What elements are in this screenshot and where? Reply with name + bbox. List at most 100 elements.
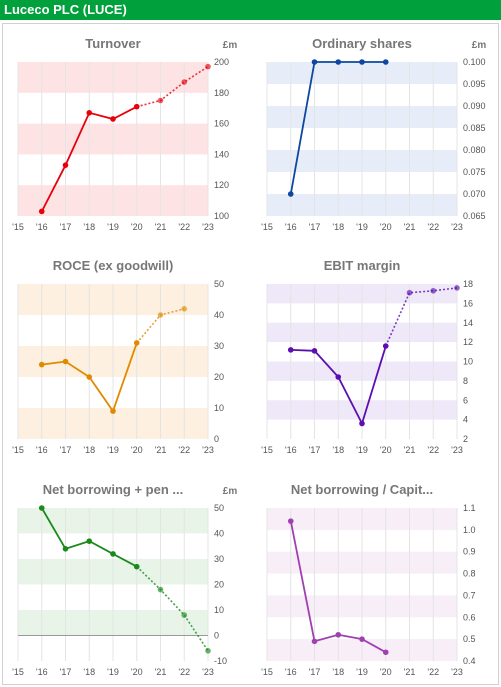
x-tick-label: '23 xyxy=(202,222,214,232)
x-tick-label: '19 xyxy=(356,222,368,232)
x-tick-label: '17 xyxy=(309,222,321,232)
x-tick-label: '17 xyxy=(309,667,321,677)
x-tick-label: '22 xyxy=(178,667,190,677)
chart-3: ROCE (ex goodwill) 0 10 20 30 40 50 '15 '16 '17 '1… xyxy=(12,258,224,455)
x-tick-label: '23 xyxy=(202,445,214,455)
x-tick-label: '16 xyxy=(36,222,48,232)
x-tick-label: '16 xyxy=(285,667,297,677)
y-tick-label: 30 xyxy=(214,341,224,351)
y-tick-label: 160 xyxy=(214,119,229,129)
y-tick-label: 0.070 xyxy=(463,189,486,199)
y-tick-label: 50 xyxy=(214,279,224,289)
x-tick-label: '18 xyxy=(332,445,344,455)
forecast-point xyxy=(430,287,437,294)
x-tick-label: '15 xyxy=(261,445,273,455)
y-tick-label: 10 xyxy=(214,605,224,615)
y-tick-label: 0.090 xyxy=(463,101,486,111)
forecast-point xyxy=(205,63,211,70)
data-point xyxy=(382,343,389,349)
page-title: Luceco PLC (LUCE) xyxy=(4,2,127,17)
y-tick-label: 0.080 xyxy=(463,145,486,155)
x-tick-label: '19 xyxy=(356,667,368,677)
y-tick-label: 30 xyxy=(214,554,224,564)
data-point xyxy=(133,103,140,110)
y-tick-label: 0.085 xyxy=(463,123,486,133)
y-tick-label: 100 xyxy=(214,211,229,221)
y-tick-label: 0.5 xyxy=(463,634,476,644)
data-point xyxy=(335,631,342,638)
x-tick-label: '16 xyxy=(285,222,297,232)
series-line-forecast xyxy=(385,287,458,347)
y-tick-label: 1.1 xyxy=(463,503,476,513)
x-tick-label: '15 xyxy=(261,222,273,232)
data-point xyxy=(86,110,93,116)
chart-4: EBIT margin 2 4 6 8 10 12 14 16 18 '15 '16 '17 '18 '19… xyxy=(261,258,473,455)
data-point xyxy=(287,191,294,197)
y-tick-label: 0.6 xyxy=(463,612,476,622)
y-tick-label: 1.0 xyxy=(463,525,476,535)
x-tick-label: '15 xyxy=(12,222,24,232)
x-tick-label: '19 xyxy=(107,667,119,677)
chart-title: Net borrowing + pen ... xyxy=(43,482,183,497)
x-tick-label: '18 xyxy=(83,445,95,455)
chart-title: EBIT margin xyxy=(324,258,401,273)
page-header: Luceco PLC (LUCE) xyxy=(0,0,501,20)
forecast-point xyxy=(406,289,413,296)
forecast-point xyxy=(157,97,164,104)
data-point xyxy=(382,649,389,656)
y-tick-label: 0.100 xyxy=(463,57,486,67)
data-point xyxy=(62,358,69,365)
data-point xyxy=(335,59,342,65)
y-tick-label: 0.7 xyxy=(463,590,476,600)
x-tick-label: '21 xyxy=(404,445,416,455)
x-tick-label: '20 xyxy=(131,667,143,677)
x-tick-label: '20 xyxy=(380,667,392,677)
data-point xyxy=(38,505,45,511)
x-tick-label: '21 xyxy=(155,667,167,677)
x-tick-label: '22 xyxy=(178,222,190,232)
y-tick-label: 0 xyxy=(214,434,219,444)
x-tick-label: '23 xyxy=(451,445,463,455)
x-tick-label: '16 xyxy=(36,445,48,455)
x-tick-label: '18 xyxy=(83,222,95,232)
y-tick-label: 20 xyxy=(214,580,224,590)
forecast-point xyxy=(157,586,164,593)
data-point xyxy=(62,162,69,168)
x-tick-label: '17 xyxy=(309,445,321,455)
y-tick-label: 0.075 xyxy=(463,167,486,177)
y-tick-label: 40 xyxy=(214,529,224,539)
x-tick-label: '21 xyxy=(404,667,416,677)
data-point xyxy=(38,361,45,368)
x-tick-label: '21 xyxy=(155,222,167,232)
x-tick-label: '20 xyxy=(380,445,392,455)
y-tick-label: -10 xyxy=(214,656,227,666)
data-point xyxy=(110,551,116,557)
data-point xyxy=(86,538,93,544)
data-point xyxy=(86,374,93,380)
chart-title: ROCE (ex goodwill) xyxy=(53,258,174,273)
x-tick-label: '22 xyxy=(427,667,439,677)
y-tick-label: 120 xyxy=(214,180,229,190)
y-tick-label: 10 xyxy=(463,357,473,367)
y-tick-label: 6 xyxy=(463,395,468,405)
data-point xyxy=(133,340,140,346)
unit-label: £m xyxy=(472,40,487,51)
forecast-point xyxy=(181,79,188,85)
chart-1: Turnover £m 100 120 140 160 180 200 '15 '16 '17 '18… xyxy=(12,36,237,232)
x-tick-label: '18 xyxy=(332,667,344,677)
chart-5: Net borrowing + pen ... £m -10 0 10 20 30 40 50 '… xyxy=(12,482,237,677)
data-point xyxy=(359,420,365,427)
x-tick-label: '20 xyxy=(131,222,143,232)
x-tick-label: '15 xyxy=(12,667,24,677)
chart-title: Turnover xyxy=(85,36,140,51)
x-tick-label: '23 xyxy=(451,222,463,232)
y-tick-label: 0.9 xyxy=(463,547,476,557)
chart-title: Net borrowing / Capit... xyxy=(291,482,433,497)
chart-6: Net borrowing / Capit... 0.4 0.5 0.6 0.7 0.8 0… xyxy=(261,482,475,677)
data-point xyxy=(382,59,389,65)
y-tick-label: 40 xyxy=(214,310,224,320)
forecast-point xyxy=(157,312,164,318)
chart-2: Ordinary shares £m 0.065 0.070 0.075 0.080 0.0… xyxy=(261,36,486,232)
y-tick-label: 0.8 xyxy=(463,569,476,579)
x-tick-label: '18 xyxy=(332,222,344,232)
